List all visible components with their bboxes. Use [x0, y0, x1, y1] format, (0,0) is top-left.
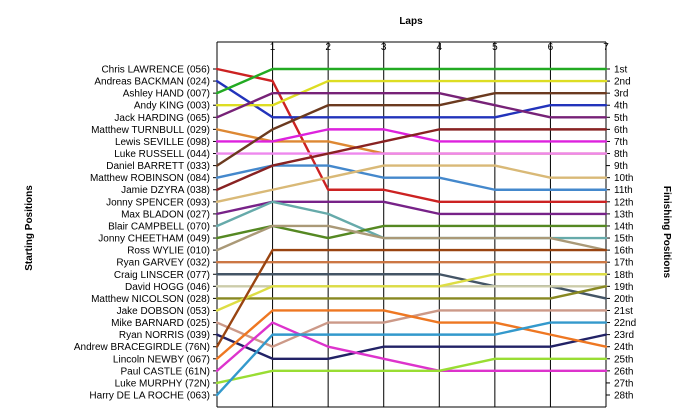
finishing-position-label: 6th: [614, 125, 628, 136]
starting-position-label: Jamie DZYRA (038): [121, 185, 210, 196]
finishing-position-label: 25th: [614, 354, 633, 365]
finishing-position-label: 20th: [614, 294, 633, 305]
left-axis-title: Starting Positions: [24, 185, 35, 271]
starting-position-label: Max BLADON (027): [121, 209, 210, 220]
finishing-position-label: 3rd: [614, 89, 628, 100]
starting-position-label: Jake DOBSON (053): [117, 306, 210, 317]
lap-tick-label: 3: [381, 42, 387, 53]
series-line-4: [215, 79, 608, 107]
x-axis-title: Laps: [399, 16, 423, 27]
finishing-position-label: 28th: [614, 391, 633, 402]
lap-tick-label: 7: [603, 42, 609, 53]
starting-position-label: Luke RUSSELL (044): [114, 149, 210, 160]
finishing-position-label: 5th: [614, 113, 628, 124]
finishing-position-label: 21st: [614, 306, 633, 317]
finishing-position-label: 16th: [614, 246, 633, 257]
starting-position-label: Jack HARDING (065): [114, 113, 210, 124]
lap-tick-label: 5: [492, 42, 498, 53]
finishing-position-label: 19th: [614, 282, 633, 293]
series-line-16: [215, 224, 608, 252]
series-line-15: [215, 224, 608, 240]
starting-position-label: Matthew NICOLSON (028): [91, 294, 210, 305]
starting-position-label: Blair CAMPBELL (070): [108, 221, 210, 232]
right-axis-title: Finishing Positions: [661, 186, 672, 279]
finishing-position-labels: 1st2nd3rd4th5th6th7th8th9th10th11th12th1…: [614, 65, 636, 402]
finishing-position-label: 11th: [614, 185, 633, 196]
lap-tick-label: 2: [325, 42, 331, 53]
starting-position-label: Ashley HAND (007): [123, 89, 210, 100]
starting-position-label: Andy KING (003): [134, 101, 210, 112]
starting-position-label: Jonny SPENCER (093): [106, 197, 210, 208]
finishing-position-label: 23rd: [614, 330, 634, 341]
starting-position-label: Daniel BARRETT (033): [106, 161, 210, 172]
series-line-2: [215, 79, 608, 119]
series-line-12: [215, 164, 608, 204]
starting-position-label: Paul CASTLE (61N): [121, 366, 210, 377]
lap-tick-label: 1: [270, 42, 276, 53]
finishing-position-label: 9th: [614, 161, 628, 172]
chart-frame: [213, 41, 610, 408]
finishing-position-label: 8th: [614, 149, 628, 160]
starting-position-label: Mike BARNARD (025): [111, 318, 210, 329]
finishing-position-label: 18th: [614, 270, 633, 281]
finishing-position-label: 4th: [614, 101, 628, 112]
finishing-position-label: 10th: [614, 173, 633, 184]
series-line-20: [215, 285, 608, 300]
starting-position-label: Harry DE LA ROCHE (063): [89, 391, 210, 402]
lap-tick-label: 4: [437, 42, 443, 53]
finishing-position-label: 13th: [614, 209, 633, 220]
starting-position-label: David HOGG (046): [125, 282, 210, 293]
series-line-10: [215, 164, 608, 191]
finishing-position-label: 17th: [614, 258, 633, 269]
series-line-28: [215, 321, 608, 397]
lap-tick-labels: 1 2 3 4 5 6 7: [270, 42, 609, 53]
finishing-position-label: 14th: [614, 221, 633, 232]
starting-position-label: Chris LAWRENCE (056): [101, 65, 210, 76]
series-line-3: [215, 67, 608, 95]
series-line-11: [215, 128, 608, 191]
series-lines: [215, 67, 608, 397]
starting-position-label: Matthew TURNBULL (029): [91, 125, 210, 136]
finishing-position-label: 22nd: [614, 318, 636, 329]
lap-tick-label: 6: [548, 42, 554, 53]
starting-position-label: Lewis SEVILLE (098): [115, 137, 210, 148]
finishing-position-label: 27th: [614, 378, 633, 389]
series-line-13: [215, 200, 608, 216]
finishing-position-label: 1st: [614, 65, 628, 76]
series-line-21: [215, 273, 608, 312]
finishing-position-label: 12th: [614, 197, 633, 208]
starting-position-label: Matthew ROBINSON (084): [90, 173, 210, 184]
finishing-position-label: 15th: [614, 234, 633, 245]
finishing-position-label: 24th: [614, 342, 633, 353]
series-line-27: [215, 357, 608, 385]
starting-position-label: Ryan NORRIS (039): [119, 330, 210, 341]
starting-position-label: Andrew BRACEGIRDLE (76N): [74, 342, 210, 353]
starting-position-label: Lincoln NEWBY (067): [113, 354, 210, 365]
series-line-25: [215, 309, 608, 360]
starting-position-label: Craig LINSCER (077): [114, 270, 210, 281]
finishing-position-label: 26th: [614, 366, 633, 377]
series-line-26: [215, 321, 608, 373]
starting-position-label: Andreas BACKMAN (024): [94, 77, 210, 88]
starting-position-labels: Chris LAWRENCE (056)Andreas BACKMAN (024…: [74, 65, 210, 402]
series-line-23: [215, 333, 608, 360]
series-line-1: [215, 67, 608, 204]
finishing-position-label: 7th: [614, 137, 628, 148]
series-line-9: [215, 91, 608, 167]
starting-position-label: Ryan GARVEY (032): [116, 258, 210, 269]
starting-position-label: Jonny CHEETHAM (049): [98, 234, 210, 245]
starting-position-label: Luke MURPHY (72N): [115, 378, 210, 389]
starting-position-label: Ross WYLIE (010): [127, 246, 210, 257]
finishing-position-label: 2nd: [614, 77, 631, 88]
series-line-5: [215, 91, 608, 119]
series-line-24: [215, 248, 608, 348]
